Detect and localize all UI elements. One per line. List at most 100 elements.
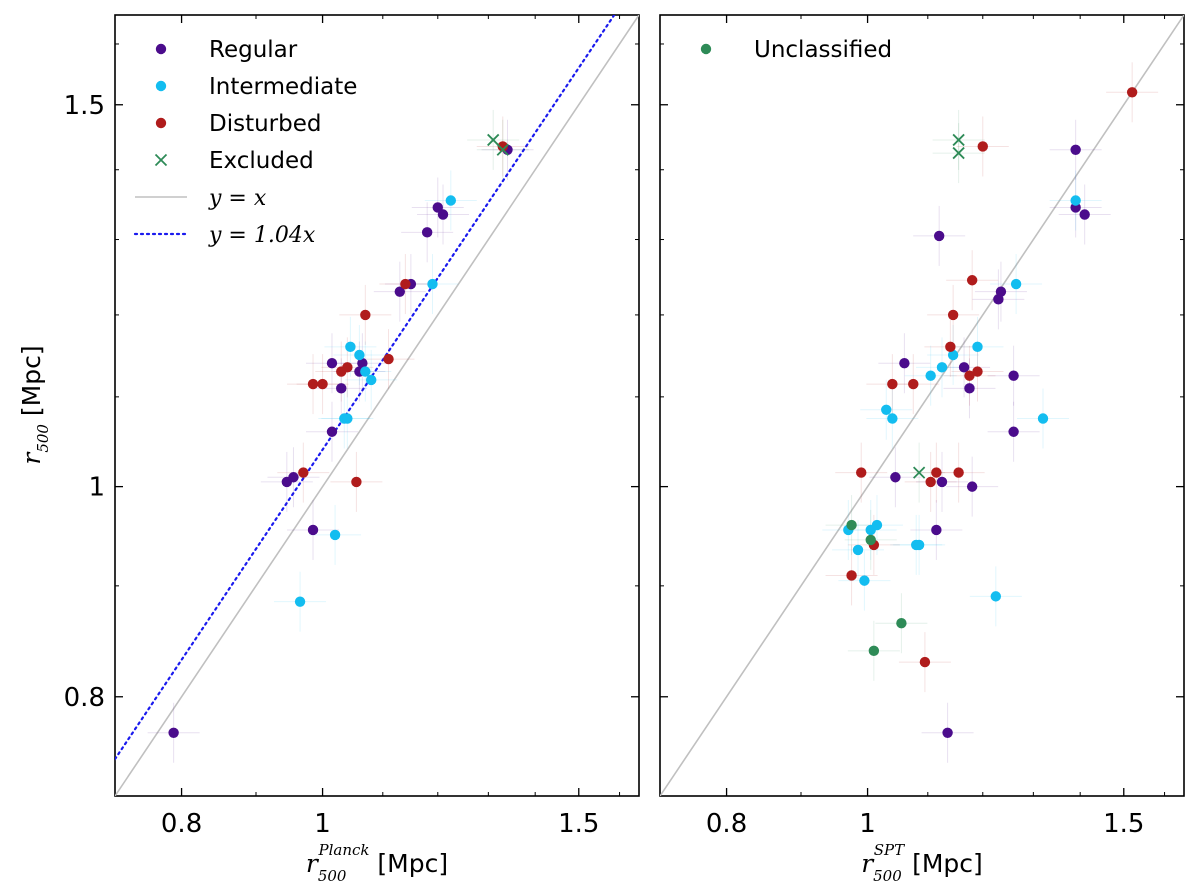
- left-ref-line-0: [115, 15, 639, 796]
- left-disturbed-point-2: [317, 378, 328, 390]
- left-intermediate-point-3: [342, 413, 353, 424]
- left-regular-point-3: [307, 524, 319, 536]
- left-disturbed-point-9: [497, 141, 508, 152]
- legend-entry-y-1-04x: y = 1.04x: [133, 223, 316, 248]
- legend-label: Intermediate: [209, 74, 357, 100]
- right-intermediate-point-15: [1037, 413, 1049, 424]
- right-intermediate-point-6: [887, 413, 898, 424]
- left-disturbed-point-6: [360, 309, 371, 321]
- right-panel: 0.8 1 1.5 Unclassified r500SPT [Mpc]: [659, 14, 1185, 885]
- right-unclassified-point-2: [868, 645, 880, 657]
- right-disturbed-point-15: [1126, 87, 1138, 98]
- left-regular-point-13: [437, 209, 449, 220]
- legend-entry-intermediate: Intermediate: [155, 74, 357, 100]
- right-disturbed-point-13: [972, 366, 983, 377]
- right-intermediate-point-8: [913, 539, 925, 551]
- left-regular-point-9: [394, 286, 405, 297]
- legend-entry-excluded: Excluded: [154, 148, 314, 174]
- right-disturbed-point-11: [964, 370, 975, 381]
- left-legend: Regular Intermediate Disturbed Excluded y = …: [133, 37, 357, 248]
- left-intermediate-point-0: [294, 596, 306, 607]
- left-regular-point-0: [168, 727, 179, 738]
- right-disturbed-point-12: [966, 275, 978, 286]
- right-regular-point-5: [958, 362, 970, 373]
- right-disturbed-point-14: [977, 141, 988, 152]
- left-y-axis-label: r500 [Mpc]: [17, 345, 52, 464]
- right-disturbed-point-10: [953, 467, 964, 478]
- legend-marker: [700, 43, 712, 55]
- legend-label: Regular: [209, 37, 298, 63]
- left-ref-line-1: [115, 15, 616, 761]
- right-disturbed-point-8: [945, 341, 956, 353]
- left-regular-point-6: [336, 383, 347, 394]
- left-intermediate-point-1: [329, 529, 341, 541]
- right-regular-point-2: [899, 358, 910, 369]
- left-intermediate-point-5: [354, 349, 365, 361]
- legend-label: Excluded: [209, 148, 314, 174]
- legend-marker: [155, 80, 167, 92]
- left-disturbed-point-1: [307, 378, 319, 390]
- legend-entry-disturbed: Disturbed: [155, 111, 321, 137]
- right-intermediate-point-11: [947, 349, 959, 361]
- legend-label: y = 1.04x: [208, 223, 316, 248]
- left-disturbed-point-7: [383, 353, 394, 365]
- right-intermediate-point-12: [972, 341, 983, 353]
- left-x-tick-label: 0.8: [161, 809, 202, 839]
- right-disturbed-point-5: [919, 656, 931, 668]
- left-regular-point-4: [326, 426, 338, 437]
- left-excluded-point-1: [496, 143, 509, 156]
- right-disturbed-point-4: [908, 378, 919, 390]
- left-x-tick-label: 1: [314, 809, 331, 839]
- left-disturbed-point-5: [351, 476, 362, 488]
- right-regular-point-7: [966, 481, 978, 492]
- left-disturbed-point-0: [298, 467, 309, 478]
- right-disturbed-point-9: [947, 309, 959, 321]
- right-x-tick-label: 0.8: [706, 809, 747, 839]
- right-ref-line-0: [660, 15, 1184, 796]
- right-x-axis-label: r500SPT [Mpc]: [861, 841, 983, 885]
- left-excluded-point-0: [487, 133, 500, 147]
- right-x-tick-label: 1: [859, 809, 876, 839]
- left-y-tick-label: 1.5: [64, 91, 105, 121]
- left-y-tick-label: 0.8: [64, 683, 105, 713]
- left-intermediate-point-8: [427, 278, 438, 290]
- left-intermediate-point-9: [445, 195, 457, 206]
- left-intermediate-point-7: [366, 374, 377, 386]
- right-intermediate-point-14: [1010, 278, 1022, 290]
- legend-marker: [155, 43, 167, 55]
- left-y-tick-label: 1: [88, 473, 105, 503]
- right-disturbed-point-7: [931, 467, 942, 478]
- right-unclassified-point-1: [865, 534, 876, 546]
- left-regular-point-11: [421, 227, 433, 238]
- right-regular-point-6: [964, 383, 975, 394]
- right-regular-point-0: [942, 727, 953, 738]
- left-x-axis-label: r500Planck [Mpc]: [306, 841, 448, 885]
- legend-label: y = x: [208, 186, 267, 211]
- right-intermediate-point-10: [936, 362, 948, 373]
- right-intermediate-point-5: [881, 404, 892, 415]
- left-regular-point-5: [326, 358, 338, 369]
- right-regular-point-9: [995, 286, 1007, 297]
- right-regular-point-1: [890, 472, 901, 483]
- left-disturbed-point-4: [342, 362, 353, 373]
- right-plot-frame: [659, 14, 1185, 797]
- right-regular-point-12: [933, 230, 945, 242]
- right-disturbed-point-6: [925, 476, 936, 488]
- right-unclassified-point-0: [846, 519, 857, 531]
- legend-entry-y-x: y = x: [135, 186, 267, 211]
- right-intermediate-point-13: [990, 591, 1002, 602]
- right-excluded-point-0: [912, 466, 926, 479]
- left-disturbed-point-8: [400, 278, 411, 290]
- right-intermediate-point-16: [1070, 195, 1081, 206]
- right-intermediate-point-2: [859, 575, 870, 586]
- right-x-tick-label: 1.5: [1103, 809, 1144, 839]
- right-disturbed-point-3: [887, 378, 898, 390]
- right-regular-point-10: [1008, 426, 1019, 437]
- right-excluded-point-2: [952, 146, 965, 160]
- legend-entry-unclassified: Unclassified: [700, 37, 892, 63]
- right-intermediate-point-4: [871, 519, 883, 531]
- left-regular-point-2: [288, 472, 299, 483]
- left-regular-point-8: [357, 358, 368, 369]
- left-panel: 0.8 1 1.5 0.8 1 1.5 Regular Intermediate Distur…: [17, 14, 640, 885]
